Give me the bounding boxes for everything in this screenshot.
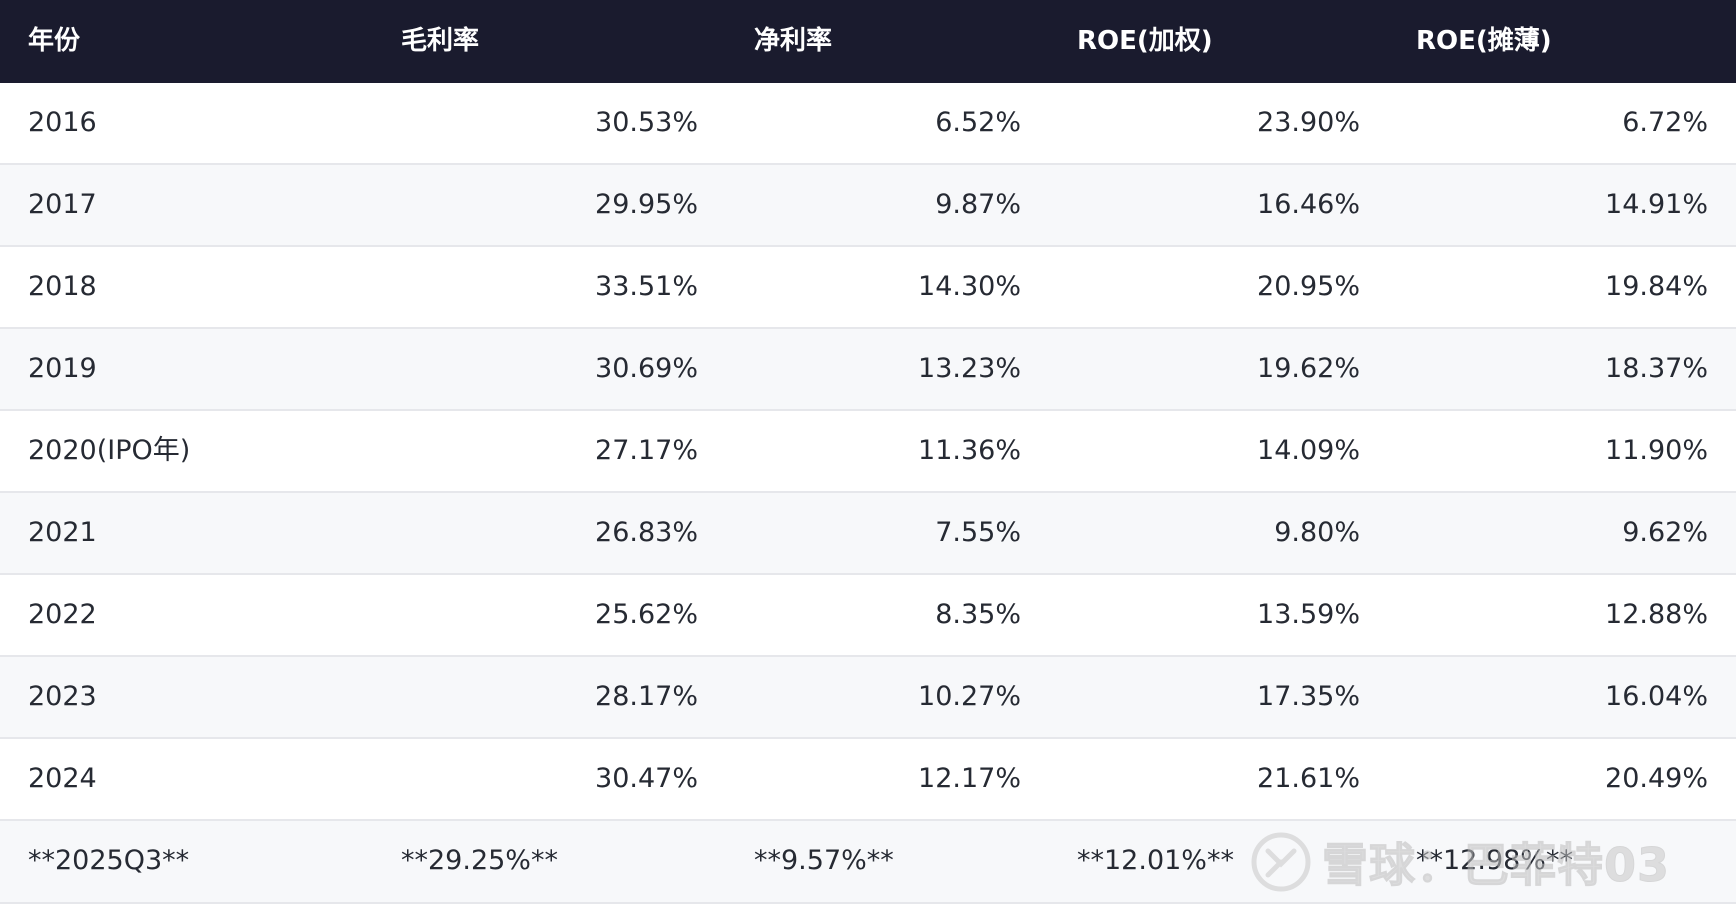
table-row: 2022 25.62% 8.35% 13.59% 12.88%: [0, 575, 1736, 657]
gross-margin-cell: 30.69%: [595, 353, 698, 384]
header-roe-diluted: ROE(摊薄): [1416, 26, 1552, 56]
gross-margin-cell: 27.17%: [595, 435, 698, 466]
table-row: 2023 28.17% 10.27% 17.35% 16.04%: [0, 657, 1736, 739]
table-row: 2019 30.69% 13.23% 19.62% 18.37%: [0, 329, 1736, 411]
roe-diluted-cell: 12.88%: [1605, 599, 1708, 630]
table-row: 2016 30.53% 6.52% 23.90% 6.72%: [0, 83, 1736, 165]
roe-weighted-cell: 21.61%: [1257, 763, 1360, 794]
header-gross-margin: 毛利率: [401, 26, 480, 56]
gross-margin-cell: 26.83%: [595, 517, 698, 548]
roe-weighted-cell: 16.46%: [1257, 189, 1360, 220]
roe-diluted-cell: 6.72%: [1622, 107, 1708, 138]
roe-weighted-cell: 23.90%: [1257, 107, 1360, 138]
net-margin-cell: 10.27%: [918, 681, 1021, 712]
gross-margin-cell: **29.25%**: [401, 845, 558, 876]
table-row: 2021 26.83% 7.55% 9.80% 9.62%: [0, 493, 1736, 575]
header-year: 年份: [28, 26, 81, 56]
year-cell: 2024: [28, 763, 97, 794]
gross-margin-cell: 29.95%: [595, 189, 698, 220]
roe-diluted-cell: 14.91%: [1605, 189, 1708, 220]
roe-weighted-cell: 13.59%: [1257, 599, 1360, 630]
year-cell: 2022: [28, 599, 97, 630]
gross-margin-cell: 25.62%: [595, 599, 698, 630]
net-margin-cell: 8.35%: [935, 599, 1021, 630]
net-margin-cell: 7.55%: [935, 517, 1021, 548]
gross-margin-cell: 28.17%: [595, 681, 698, 712]
net-margin-cell: 13.23%: [918, 353, 1021, 384]
year-cell: 2023: [28, 681, 97, 712]
roe-weighted-cell: 20.95%: [1257, 271, 1360, 302]
year-cell: 2019: [28, 353, 97, 384]
table-header: 年份 毛利率 净利率 ROE(加权) ROE(摊薄): [0, 0, 1736, 83]
roe-diluted-cell: 20.49%: [1605, 763, 1708, 794]
gross-margin-cell: 30.53%: [595, 107, 698, 138]
net-margin-cell: 11.36%: [918, 435, 1021, 466]
roe-diluted-cell: **12.98%**: [1416, 845, 1573, 876]
roe-weighted-cell: 17.35%: [1257, 681, 1360, 712]
table-row: 2020(IPO年) 27.17% 11.36% 14.09% 11.90%: [0, 411, 1736, 493]
table-row: **2025Q3** **29.25%** **9.57%** **12.01%…: [0, 821, 1736, 904]
roe-diluted-cell: 9.62%: [1622, 517, 1708, 548]
header-net-margin: 净利率: [754, 26, 833, 56]
roe-weighted-cell: **12.01%**: [1077, 845, 1234, 876]
year-cell: 2018: [28, 271, 97, 302]
roe-diluted-cell: 18.37%: [1605, 353, 1708, 384]
roe-diluted-cell: 11.90%: [1605, 435, 1708, 466]
roe-weighted-cell: 14.09%: [1257, 435, 1360, 466]
table-row: 2018 33.51% 14.30% 20.95% 19.84%: [0, 247, 1736, 329]
net-margin-cell: 14.30%: [918, 271, 1021, 302]
year-cell: **2025Q3**: [28, 845, 190, 876]
net-margin-cell: 12.17%: [918, 763, 1021, 794]
year-cell: 2021: [28, 517, 97, 548]
roe-diluted-cell: 16.04%: [1605, 681, 1708, 712]
roe-diluted-cell: 19.84%: [1605, 271, 1708, 302]
gross-margin-cell: 30.47%: [595, 763, 698, 794]
gross-margin-cell: 33.51%: [595, 271, 698, 302]
roe-weighted-cell: 19.62%: [1257, 353, 1360, 384]
header-roe-weighted: ROE(加权): [1077, 26, 1213, 56]
year-cell: 2017: [28, 189, 97, 220]
year-cell: 2016: [28, 107, 97, 138]
net-margin-cell: 6.52%: [935, 107, 1021, 138]
net-margin-cell: **9.57%**: [754, 845, 894, 876]
year-cell: 2020(IPO年): [28, 435, 191, 466]
table-row: 2017 29.95% 9.87% 16.46% 14.91%: [0, 165, 1736, 247]
table-row: 2024 30.47% 12.17% 21.61% 20.49%: [0, 739, 1736, 821]
net-margin-cell: 9.87%: [935, 189, 1021, 220]
roe-weighted-cell: 9.80%: [1274, 517, 1360, 548]
